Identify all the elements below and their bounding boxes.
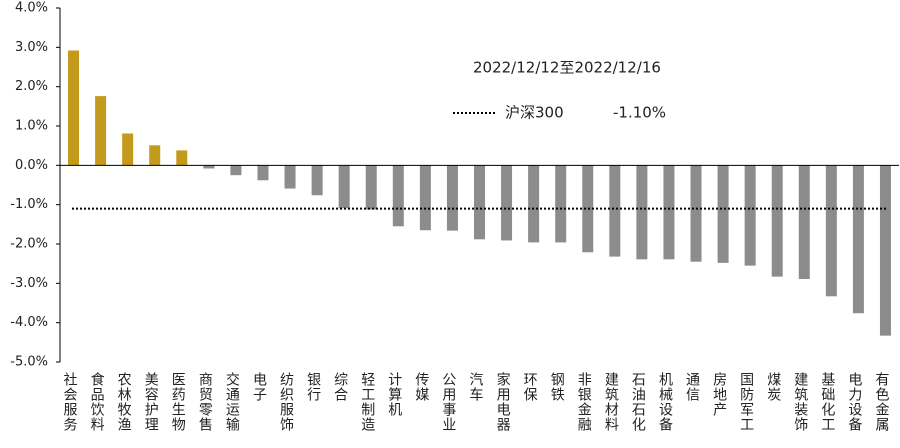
bar	[122, 133, 134, 166]
y-tick-label: -2.0%	[10, 237, 48, 252]
x-tick-label: 传媒	[413, 372, 429, 402]
x-tick-label: 社会服务	[62, 372, 78, 432]
bar	[528, 165, 540, 243]
bar	[68, 50, 80, 166]
y-tick-label: 0.0%	[15, 158, 48, 173]
x-tick-label: 医药生物	[170, 372, 186, 432]
bar	[95, 96, 107, 166]
x-tick-label: 钢铁	[549, 372, 565, 402]
bar	[663, 165, 675, 260]
x-tick-label: 环保	[522, 372, 538, 402]
bar	[771, 165, 783, 277]
bar	[474, 165, 485, 240]
y-tick-label: -4.0%	[10, 315, 48, 330]
x-tick-label: 电子	[251, 372, 267, 402]
x-tick-label: 美容护理	[143, 372, 159, 432]
x-tick-label: 机械设备	[657, 372, 673, 432]
bar	[338, 165, 350, 209]
bar	[798, 165, 810, 280]
y-tick-label: -5.0%	[10, 355, 48, 370]
bar	[176, 150, 188, 166]
y-tick-label: 4.0%	[15, 1, 48, 16]
x-tick-label: 农林牧渔	[116, 372, 132, 432]
x-tick-label: 交通运输	[224, 371, 240, 432]
bar	[744, 165, 756, 266]
x-tick-label: 有色金属	[873, 372, 889, 432]
bar	[636, 165, 648, 260]
x-tick-label: 食品饮料	[89, 371, 105, 432]
x-tick-label: 房地产	[711, 372, 727, 417]
x-tick-label: 商贸零售	[197, 372, 213, 432]
legend-label: 沪深300	[505, 104, 564, 122]
x-tick-label: 电力设备	[846, 372, 862, 432]
x-tick-label: 银行	[305, 372, 321, 402]
bar	[149, 145, 161, 166]
bar	[311, 165, 323, 196]
bar	[257, 165, 269, 181]
bar	[690, 165, 702, 262]
bar	[230, 165, 242, 176]
x-tick-label: 国防军工	[738, 372, 754, 432]
x-tick-label: 石油石化	[630, 372, 646, 432]
bar	[582, 165, 594, 253]
bar	[555, 165, 567, 243]
x-tick-label: 轻工制造	[359, 372, 375, 432]
x-tick-label: 基础化工	[819, 371, 835, 432]
x-tick-label: 建筑装饰	[792, 372, 808, 432]
bar	[879, 165, 891, 336]
bar	[852, 165, 864, 314]
x-tick-label: 家用电器	[495, 371, 511, 432]
bar	[825, 165, 837, 297]
y-tick-label: 3.0%	[15, 40, 48, 55]
bar	[446, 165, 458, 231]
x-tick-label: 汽车	[468, 372, 484, 402]
x-tick-label: 综合	[332, 372, 348, 402]
x-tick-label: 煤炭	[765, 372, 781, 402]
x-tick-label: 公用事业	[440, 372, 456, 432]
y-tick-label: -1.0%	[10, 197, 48, 212]
x-tick-label: 非银金融	[576, 372, 592, 432]
bar	[392, 165, 404, 227]
x-tick-label: 建筑材料	[603, 372, 619, 432]
benchmark-value-label: -1.10%	[613, 104, 666, 122]
y-tick-label: 1.0%	[15, 119, 48, 134]
y-tick-label: 2.0%	[15, 79, 48, 94]
x-tick-label: 通信	[684, 372, 700, 402]
bar	[717, 165, 729, 263]
bar	[365, 165, 377, 210]
bar	[609, 165, 621, 257]
bar	[203, 165, 215, 169]
bar	[419, 165, 431, 231]
x-tick-label: 纺织服饰	[278, 372, 294, 432]
bar	[284, 165, 296, 189]
annotation: 2022/12/12至2022/12/16	[473, 59, 661, 77]
x-tick-label: 计算机	[386, 372, 402, 417]
bar	[501, 165, 513, 241]
y-tick-label: -3.0%	[10, 276, 48, 291]
